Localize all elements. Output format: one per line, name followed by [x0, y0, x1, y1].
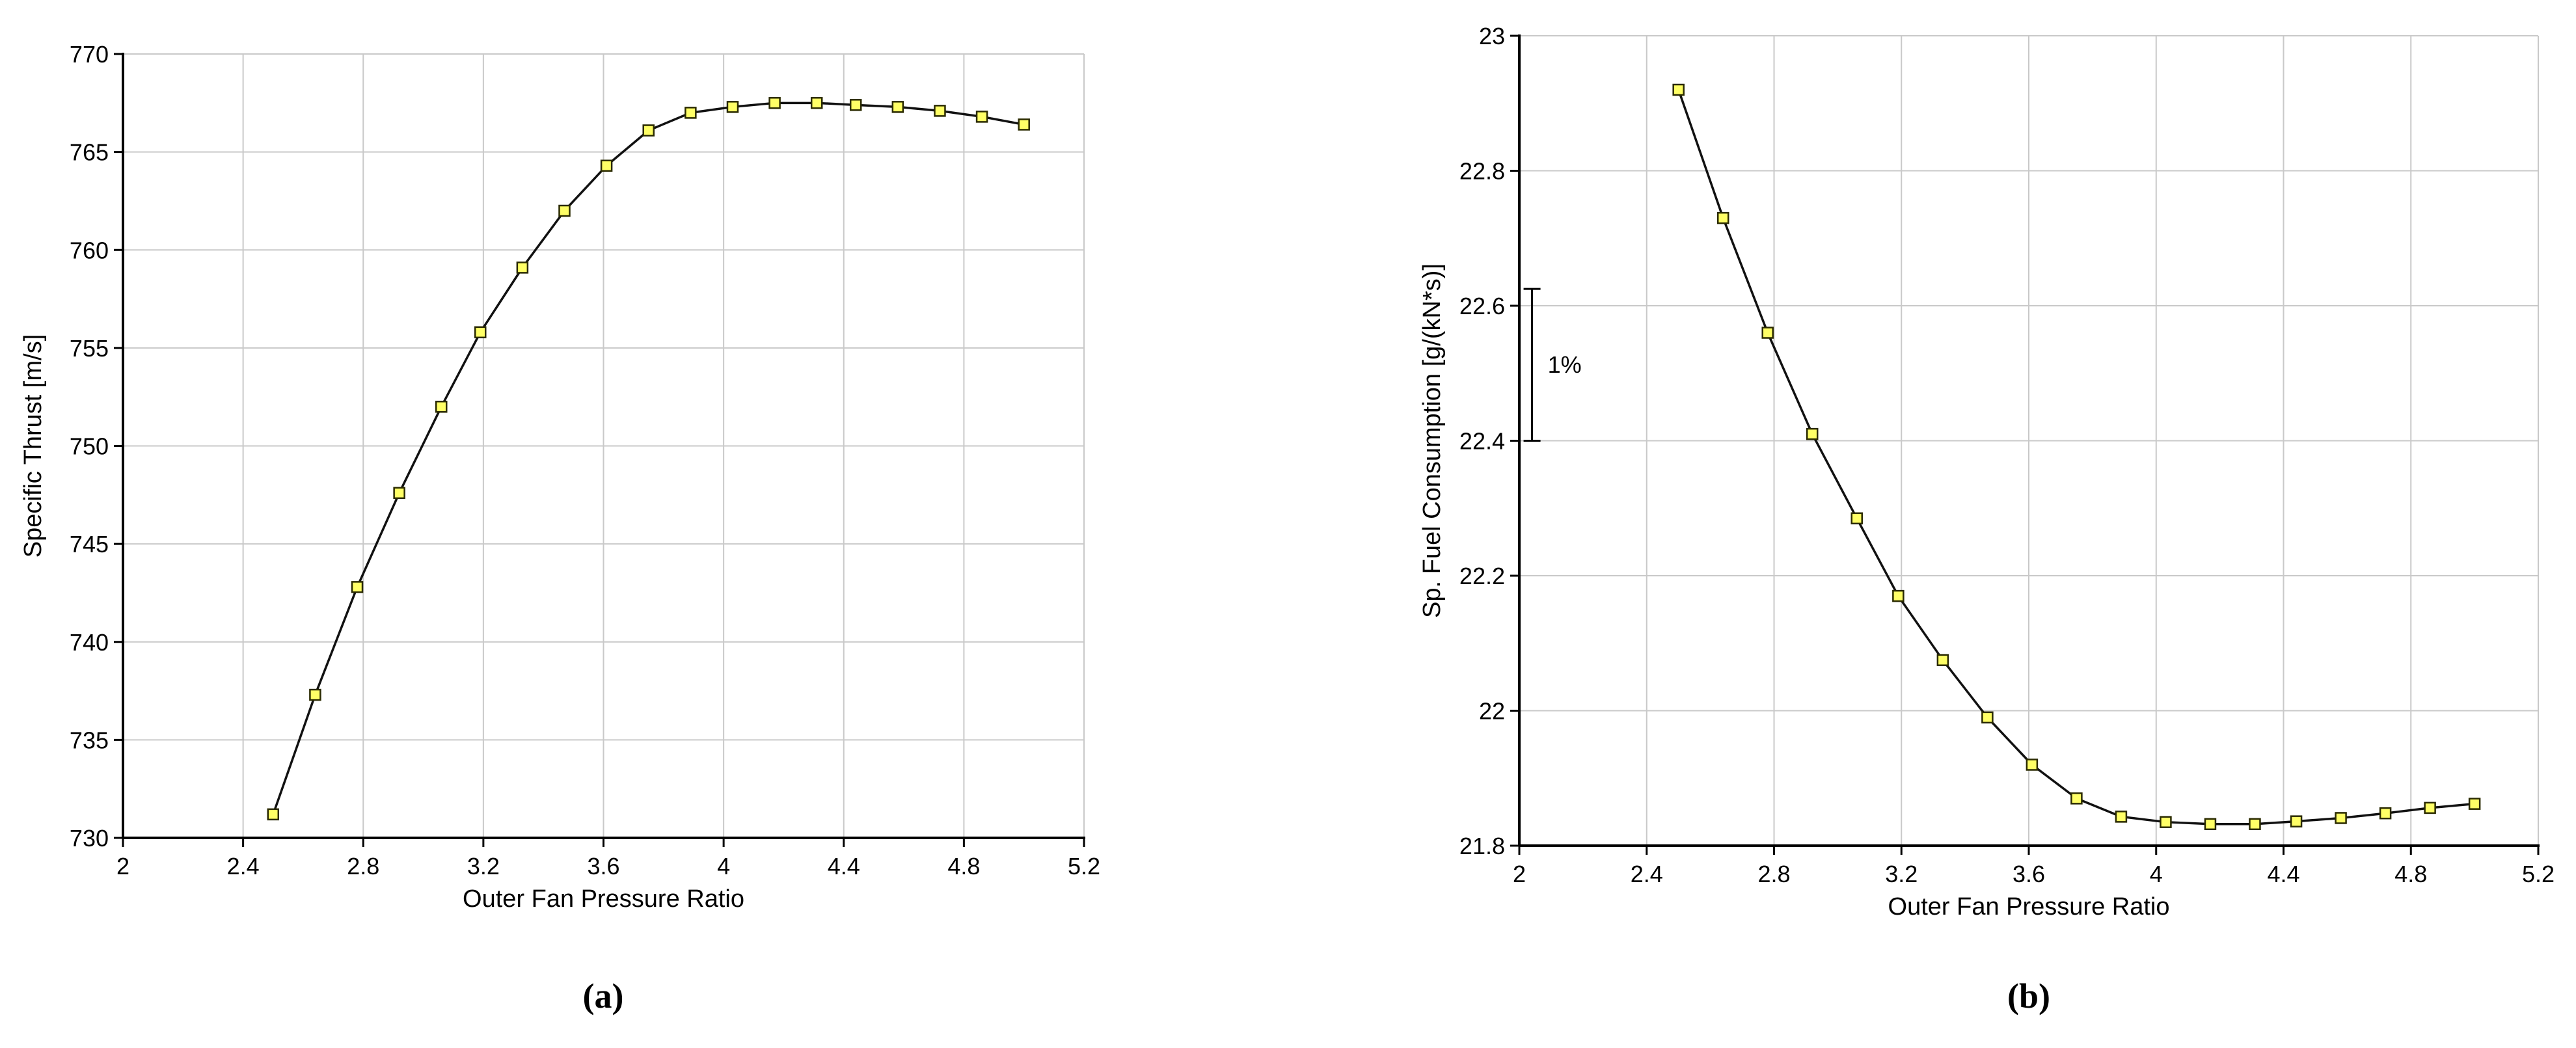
chart-b-specific-fuel-consumption-vs-fan-pressure-ratio: 2 2.4 2.8 3.2 3.6 4 4.4 4.8 5.221.82222.222.422.… [1418, 23, 2555, 920]
x-tick-label: 4.8 [947, 853, 980, 880]
y-tick-label: 760 [70, 237, 109, 263]
y-axis-title: Sp. Fuel Consumption [g/(kN*s)] [1418, 263, 1446, 618]
error-bar-label: 1% [1548, 351, 1582, 378]
data-point-marker [685, 107, 697, 119]
x-tick-label: 4 [717, 853, 730, 880]
y-tick-label: 22.6 [1459, 293, 1505, 319]
data-point-marker [2249, 818, 2261, 831]
data-point-marker [2115, 811, 2128, 823]
x-tick-label: 5.2 [2522, 861, 2555, 887]
data-point-marker [1716, 211, 1729, 224]
panel-label-b: (b) [2007, 976, 2050, 1015]
x-tick-label: 2 [116, 853, 129, 880]
data-point-marker [2204, 818, 2217, 831]
data-point-marker [393, 487, 405, 500]
y-tick-label: 755 [70, 335, 109, 362]
data-point-marker [2160, 816, 2172, 828]
series-line [272, 101, 1025, 815]
data-point-marker [351, 581, 364, 593]
data-point-marker [1018, 118, 1030, 131]
data-point-marker [2379, 807, 2392, 820]
x-tick-label: 2.4 [227, 853, 260, 880]
x-tick-label: 2.8 [347, 853, 379, 880]
data-point-marker [1892, 589, 1905, 602]
y-tick-label: 21.8 [1459, 833, 1505, 859]
data-point-marker [934, 105, 946, 117]
y-tick-label: 22.4 [1459, 428, 1505, 455]
data-point-marker [1761, 327, 1774, 339]
data-point-marker [309, 688, 321, 701]
data-point-marker [726, 101, 739, 113]
y-tick-label: 745 [70, 531, 109, 558]
x-tick-label: 4 [2150, 861, 2163, 887]
chart-a-specific-thrust-vs-fan-pressure-ratio: 2 2.4 2.8 3.2 3.6 4 4.4 4.8 5.2 730 735 740 745 750 75… [20, 41, 1100, 913]
x-tick-label: 2 [1513, 861, 1526, 887]
data-point-marker [768, 97, 781, 109]
y-tick-label: 770 [70, 41, 109, 68]
x-tick-label: 3.2 [1885, 861, 1918, 887]
x-tick-label: 3.6 [587, 853, 619, 880]
y-tick-label: 730 [70, 825, 109, 852]
data-point-marker [2290, 815, 2303, 827]
data-point-marker [2026, 759, 2039, 771]
data-point-marker [810, 97, 823, 109]
x-axis-title: Outer Fan Pressure Ratio [463, 885, 744, 913]
data-point-marker [1806, 427, 1819, 440]
data-point-marker [600, 159, 613, 172]
data-point-marker [1981, 711, 1994, 724]
y-axis-title: Specific Thrust [m/s] [20, 334, 47, 558]
y-tick-label: 22.8 [1459, 158, 1505, 185]
x-tick-label: 4.8 [2394, 861, 2427, 887]
y-tick-label: 23 [1479, 23, 1505, 49]
data-point-marker [891, 101, 904, 113]
data-point-marker [849, 99, 862, 111]
data-point-marker [2070, 792, 2083, 805]
data-point-marker [516, 262, 529, 274]
y-tick-label: 740 [70, 629, 109, 656]
data-point-marker [1851, 512, 1863, 525]
x-axis-title: Outer Fan Pressure Ratio [1888, 893, 2170, 920]
y-tick-label: 22 [1479, 698, 1505, 725]
data-point-marker [474, 326, 487, 339]
y-tick-label: 765 [70, 139, 109, 166]
series-line [1677, 89, 2475, 826]
data-point-marker [642, 124, 655, 137]
data-point-marker [975, 111, 988, 123]
x-tick-label: 5.2 [1068, 853, 1100, 880]
data-point-marker [435, 401, 448, 413]
data-point-marker [2335, 812, 2347, 824]
data-point-marker [2468, 798, 2481, 810]
data-point-marker [1936, 654, 1949, 666]
x-tick-label: 4.4 [828, 853, 860, 880]
y-tick-label: 735 [70, 727, 109, 753]
x-tick-label: 4.4 [2267, 861, 2299, 887]
x-tick-label: 3.6 [2013, 861, 2045, 887]
x-tick-label: 2.8 [1757, 861, 1790, 887]
data-point-marker [1672, 83, 1685, 96]
x-tick-label: 2.4 [1631, 861, 1663, 887]
data-point-marker [558, 204, 571, 217]
panel-label-a: (a) [582, 976, 624, 1015]
data-point-marker [2424, 801, 2436, 814]
x-tick-label: 3.2 [467, 853, 500, 880]
y-tick-label: 750 [70, 433, 109, 460]
y-tick-label: 22.2 [1459, 563, 1505, 589]
data-point-marker [267, 808, 280, 821]
